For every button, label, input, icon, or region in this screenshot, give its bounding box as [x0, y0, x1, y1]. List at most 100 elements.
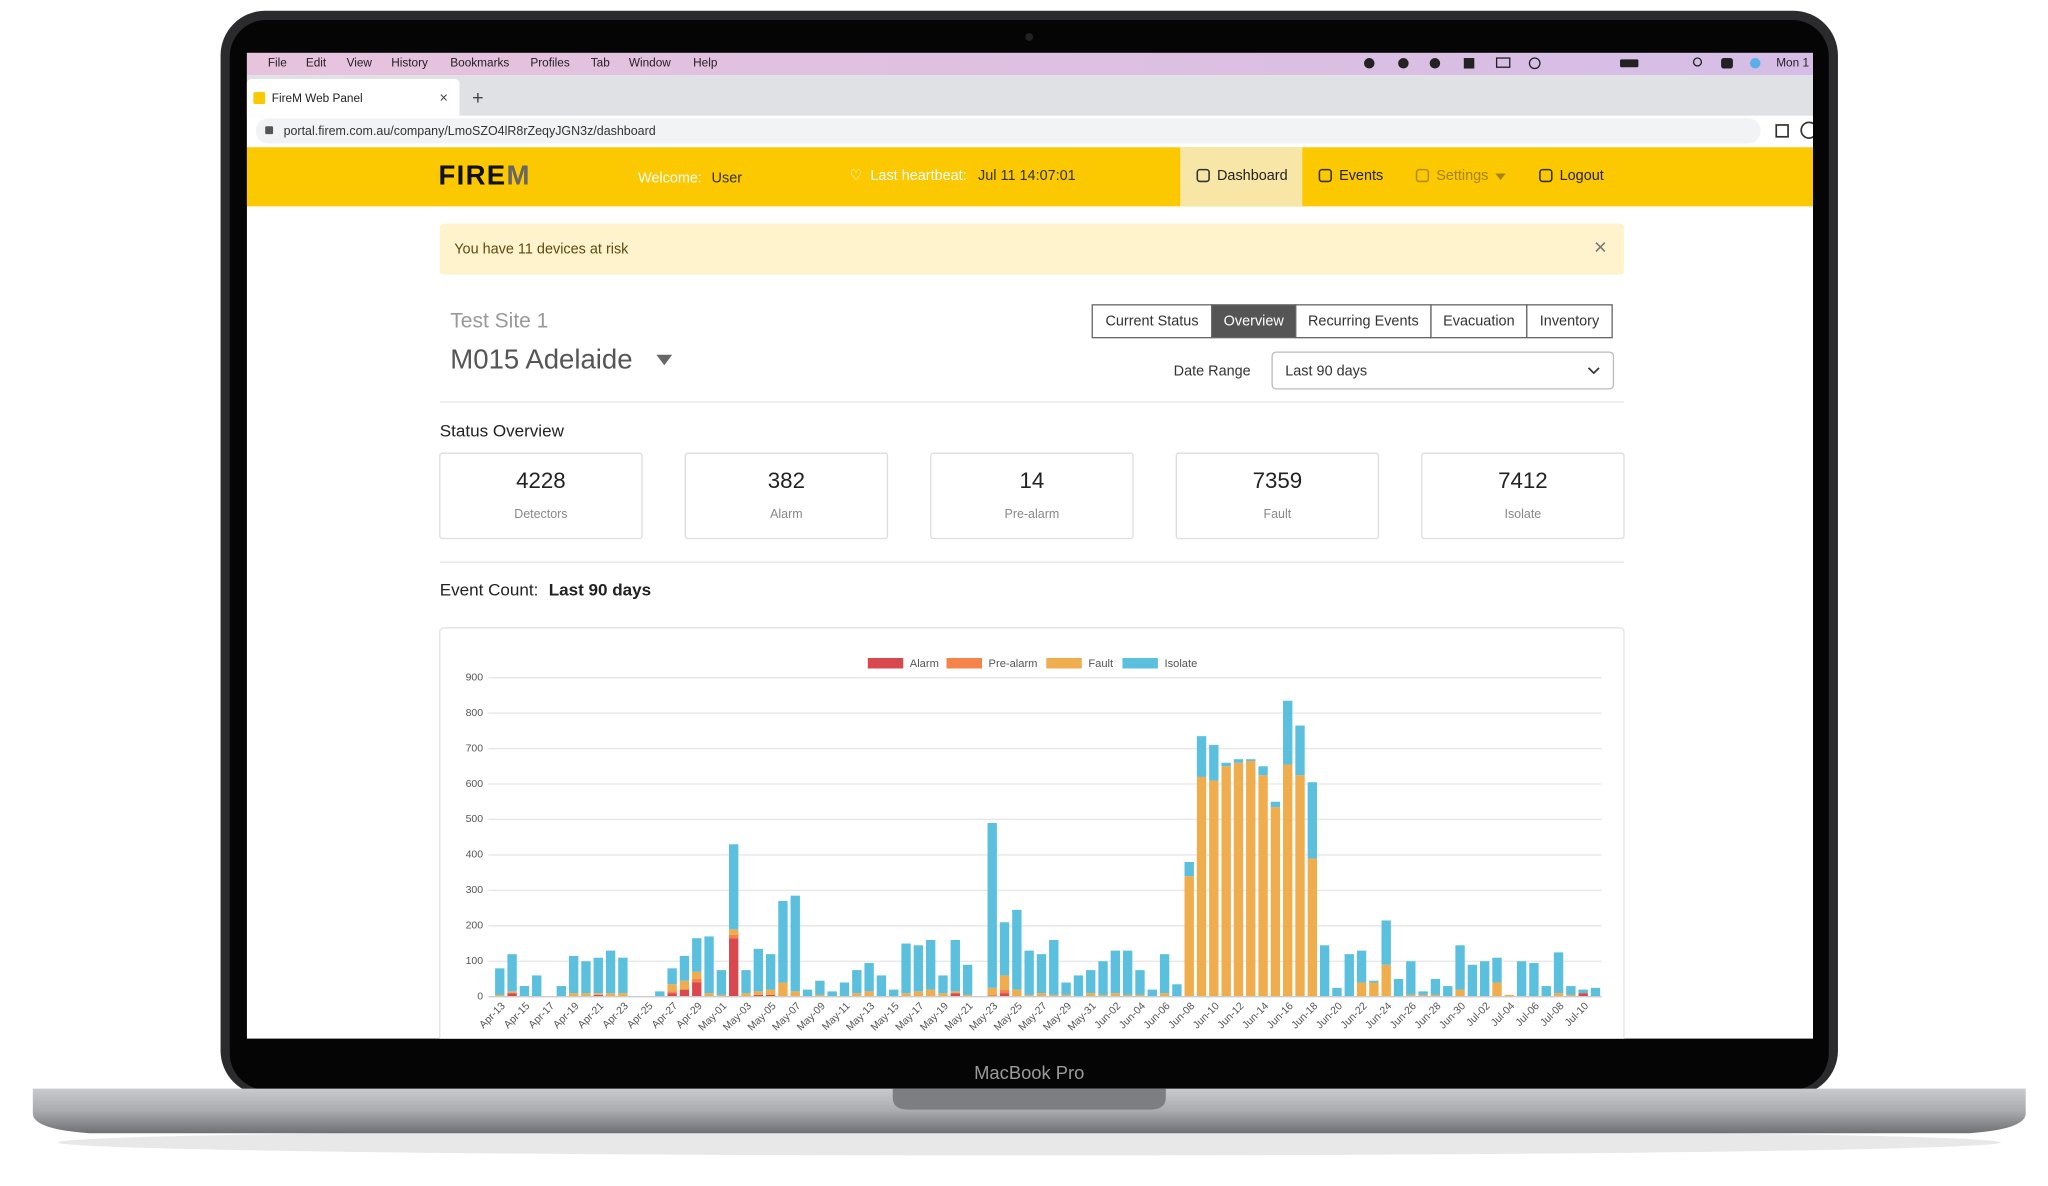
y-tick-label: 800 — [466, 707, 484, 719]
view-tab[interactable] — [1211, 304, 1297, 339]
view-tab[interactable] — [1295, 304, 1432, 339]
bar-segment — [1566, 994, 1576, 997]
date-range-select[interactable] — [1271, 351, 1615, 390]
bar-segment — [679, 955, 690, 981]
bar-segment — [1196, 736, 1207, 777]
legend-label[interactable]: Pre-alarm — [989, 658, 1038, 670]
bar-segment — [1110, 993, 1121, 997]
menu-items: File Edit View History Bookmarks Profiles Tab W… — [268, 55, 718, 69]
view-tab[interactable] — [1526, 304, 1613, 339]
bar-segment — [1098, 961, 1108, 995]
bar-segment — [999, 989, 1010, 994]
view-tab[interactable] — [1091, 304, 1213, 339]
nav-item[interactable]: Logout — [1560, 168, 1604, 184]
nav-item[interactable]: Dashboard — [1217, 168, 1288, 184]
card-value: 382 — [768, 468, 805, 493]
bar-segment — [507, 991, 517, 994]
date-range-value: Last 90 days — [1285, 364, 1367, 380]
bar-segment — [1283, 700, 1293, 765]
bar-segment — [1566, 986, 1576, 995]
y-tick-label: 900 — [466, 671, 484, 683]
profile-icon[interactable] — [1800, 121, 1817, 139]
bar-segment — [593, 957, 603, 994]
menu-item[interactable]: Help — [693, 55, 718, 69]
menu-item[interactable]: Edit — [306, 55, 327, 69]
browser-tab[interactable] — [246, 79, 460, 116]
laptop-base — [32, 1088, 2026, 1134]
bar-segment — [1492, 982, 1502, 997]
bar-segment — [938, 975, 948, 994]
legend-label[interactable]: Isolate — [1164, 658, 1197, 670]
bar-segment — [568, 993, 579, 997]
bar-segment — [1098, 994, 1108, 997]
bar-segment — [1086, 970, 1096, 994]
site-name[interactable]: M015 Adelaide — [450, 344, 632, 375]
bar-segment — [1455, 989, 1465, 997]
alert-close[interactable]: × — [1594, 234, 1607, 259]
site-group: Test Site 1 — [450, 309, 548, 332]
menu-item[interactable]: History — [391, 55, 428, 69]
menu-item[interactable]: View — [347, 55, 373, 69]
bar-segment — [1516, 961, 1527, 997]
bar-segment — [827, 991, 837, 997]
new-tab[interactable]: + — [472, 87, 484, 109]
tab-title: FireM Web Panel — [272, 91, 363, 105]
bar-segment — [741, 993, 751, 997]
bar-segment — [667, 968, 677, 985]
menu-item[interactable]: Bookmarks — [450, 55, 509, 69]
bar-segment — [1541, 986, 1551, 997]
tab-close[interactable]: × — [440, 91, 448, 107]
select-chevron — [1587, 367, 1600, 375]
logo: FIREM — [438, 160, 530, 191]
bar-segment — [605, 993, 616, 997]
user: User — [712, 171, 743, 187]
bar-segment — [1467, 964, 1478, 997]
nav-item[interactable]: Events — [1339, 168, 1383, 184]
bar-segment — [1553, 952, 1564, 994]
bar-segment — [495, 994, 505, 997]
address-bar[interactable] — [256, 118, 1761, 144]
shadow — [57, 1129, 2001, 1156]
date-range-label: Date Range — [1174, 364, 1251, 380]
bar-segment — [1122, 950, 1133, 995]
status-cards: 4228 Detectors 382 Alarm 14 Pre-alarm 7359 Faul… — [439, 452, 1625, 540]
bar-segment — [999, 993, 1010, 997]
bar-segment — [495, 968, 505, 995]
menu-item[interactable]: Profiles — [530, 55, 569, 69]
legend-label[interactable]: Fault — [1088, 658, 1114, 670]
y-tick-label: 500 — [466, 813, 484, 825]
section-title: Status Overview — [440, 422, 565, 441]
bar-segment — [1258, 775, 1268, 997]
lock-icon — [265, 126, 274, 135]
menu-item[interactable]: File — [268, 55, 287, 69]
bar-segment — [507, 993, 517, 997]
bar-segment — [1036, 954, 1047, 994]
bar-segment — [950, 939, 960, 992]
bar-segment — [913, 991, 924, 997]
alert — [439, 223, 1624, 275]
site-caret[interactable] — [656, 354, 673, 366]
nav-item[interactable]: Settings — [1436, 168, 1488, 184]
sidebar-icon[interactable] — [1775, 124, 1789, 138]
bar-segment — [1172, 984, 1182, 997]
y-tick-label: 600 — [466, 778, 484, 790]
menu-item[interactable]: Tab — [591, 55, 610, 69]
bar-segment — [1418, 991, 1428, 995]
bar-segment — [753, 948, 763, 992]
bar-segment — [864, 991, 874, 997]
card-label: Pre-alarm — [1005, 507, 1060, 521]
bar-segment — [729, 934, 739, 939]
legend-swatch — [1122, 657, 1158, 669]
bar-segment — [1369, 980, 1379, 983]
bar-segment — [1307, 858, 1318, 997]
bar-segment — [753, 991, 763, 995]
view-tab-label: Recurring Events — [1308, 314, 1419, 330]
heartbeat-label: Last heartbeat: — [870, 168, 966, 184]
bar-segment — [1209, 780, 1219, 997]
menu-item[interactable]: Window — [629, 55, 671, 69]
legend-label[interactable]: Alarm — [910, 658, 939, 670]
bar-segment — [1553, 993, 1564, 997]
bar-segment — [667, 993, 677, 997]
bar-segment — [618, 993, 628, 997]
